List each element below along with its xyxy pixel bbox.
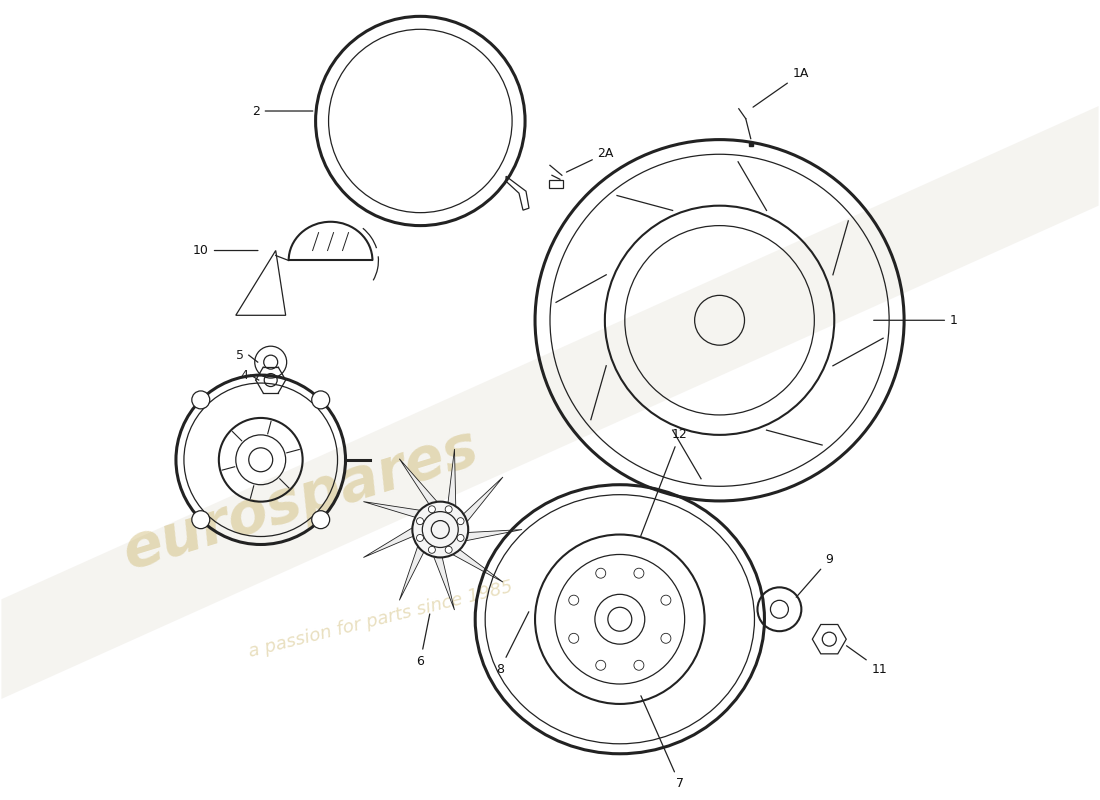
Circle shape (191, 391, 210, 409)
Text: 4: 4 (241, 369, 249, 382)
Text: 9: 9 (796, 553, 833, 598)
Circle shape (417, 518, 424, 525)
Circle shape (412, 502, 469, 558)
Text: 2: 2 (252, 105, 312, 118)
Circle shape (458, 518, 464, 525)
Polygon shape (462, 530, 522, 542)
Polygon shape (459, 477, 503, 525)
Circle shape (596, 660, 606, 670)
Polygon shape (399, 458, 440, 509)
Circle shape (446, 546, 452, 554)
Polygon shape (1, 106, 1099, 699)
Circle shape (428, 546, 436, 554)
Circle shape (428, 506, 436, 513)
Text: 5: 5 (235, 349, 244, 362)
Circle shape (417, 534, 424, 542)
Circle shape (311, 391, 330, 409)
Circle shape (634, 568, 643, 578)
Text: 6: 6 (417, 614, 430, 667)
Circle shape (569, 595, 579, 605)
Text: 8: 8 (496, 612, 529, 675)
Circle shape (661, 595, 671, 605)
Text: 1: 1 (873, 314, 958, 326)
Circle shape (446, 506, 452, 513)
Text: eurospares: eurospares (116, 418, 485, 581)
Circle shape (311, 510, 330, 529)
Circle shape (458, 534, 464, 542)
Text: a passion for parts since 1985: a passion for parts since 1985 (246, 578, 515, 661)
Circle shape (661, 634, 671, 643)
Circle shape (634, 660, 643, 670)
Polygon shape (448, 449, 455, 510)
Polygon shape (363, 526, 419, 558)
Text: 2A: 2A (566, 147, 614, 172)
Polygon shape (450, 546, 503, 582)
Circle shape (191, 510, 210, 529)
Text: 7: 7 (641, 696, 684, 790)
Bar (549, 180, 563, 188)
Circle shape (596, 568, 606, 578)
Text: 11: 11 (847, 646, 887, 675)
Text: 10: 10 (192, 244, 258, 257)
Polygon shape (399, 542, 427, 600)
Text: 1A: 1A (754, 67, 808, 107)
Text: 12: 12 (641, 428, 688, 536)
Circle shape (569, 634, 579, 643)
Polygon shape (432, 551, 454, 610)
Polygon shape (363, 502, 424, 519)
